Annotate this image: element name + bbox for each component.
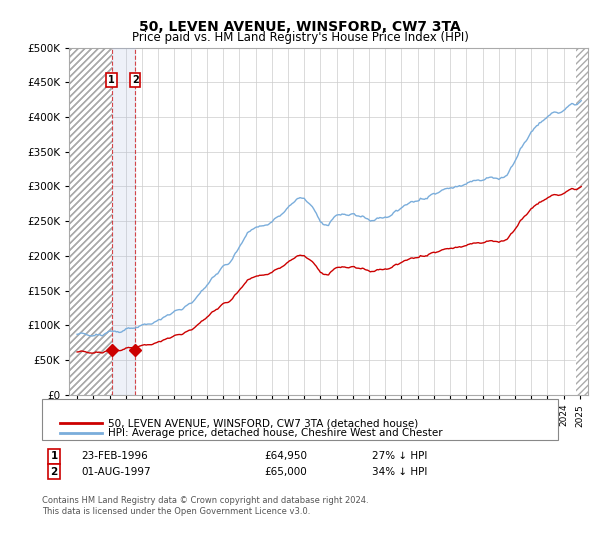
Text: Contains HM Land Registry data © Crown copyright and database right 2024.: Contains HM Land Registry data © Crown c…: [42, 496, 368, 505]
Text: £65,000: £65,000: [264, 466, 307, 477]
Bar: [576, 48, 588, 395]
Text: 1: 1: [108, 75, 115, 85]
Text: 23-FEB-1996: 23-FEB-1996: [81, 451, 148, 461]
Bar: [69, 48, 112, 395]
Text: 27% ↓ HPI: 27% ↓ HPI: [372, 451, 427, 461]
Bar: [576, 48, 588, 395]
Text: 50, LEVEN AVENUE, WINSFORD, CW7 3TA (detached house): 50, LEVEN AVENUE, WINSFORD, CW7 3TA (det…: [108, 418, 418, 428]
Text: £64,950: £64,950: [264, 451, 307, 461]
Text: 1: 1: [50, 451, 58, 461]
Text: 34% ↓ HPI: 34% ↓ HPI: [372, 466, 427, 477]
Bar: [69, 48, 112, 395]
Text: 2: 2: [50, 466, 58, 477]
Text: 01-AUG-1997: 01-AUG-1997: [81, 466, 151, 477]
Bar: [112, 48, 135, 395]
Text: This data is licensed under the Open Government Licence v3.0.: This data is licensed under the Open Gov…: [42, 507, 310, 516]
Text: Price paid vs. HM Land Registry's House Price Index (HPI): Price paid vs. HM Land Registry's House …: [131, 31, 469, 44]
Text: 50, LEVEN AVENUE, WINSFORD, CW7 3TA: 50, LEVEN AVENUE, WINSFORD, CW7 3TA: [139, 20, 461, 34]
Bar: [69, 48, 112, 395]
Text: 2: 2: [132, 75, 139, 85]
Text: HPI: Average price, detached house, Cheshire West and Chester: HPI: Average price, detached house, Ches…: [108, 428, 443, 438]
